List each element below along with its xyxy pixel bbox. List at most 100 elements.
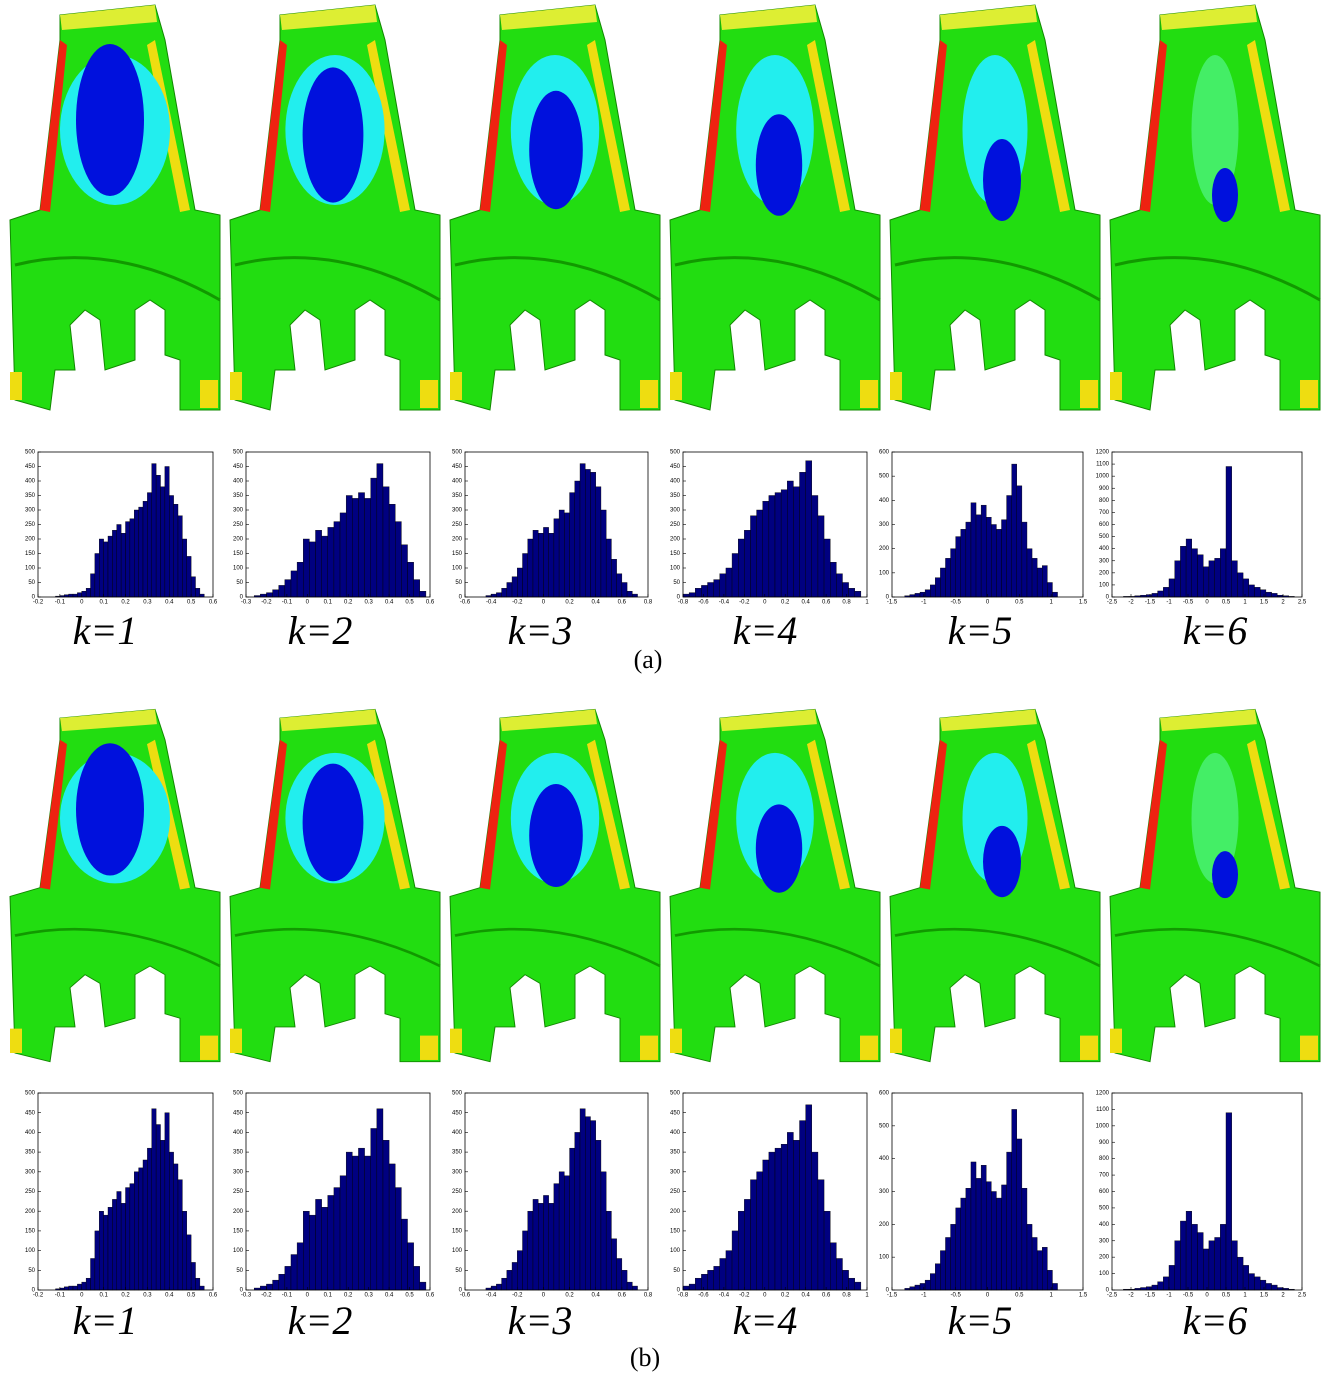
bar (64, 1286, 69, 1291)
plot-frame (37, 1092, 214, 1291)
bar (605, 538, 612, 598)
x-tick-label: 0.1 (99, 1293, 108, 1299)
y-tick-label: 500 (233, 450, 244, 456)
bar (543, 1195, 549, 1291)
bar (914, 1284, 921, 1291)
bar (538, 533, 544, 598)
y-tick-label: 100 (233, 1248, 244, 1254)
bar (155, 1124, 161, 1291)
y-tick-label: 400 (879, 498, 890, 504)
x-tick-label: 0.3 (143, 1293, 152, 1299)
y-tick-label: 250 (670, 1189, 681, 1195)
bar (107, 535, 113, 598)
bar (1214, 558, 1221, 598)
x-tick-label: 0 (986, 600, 990, 606)
x-tick-label: -2 (1128, 1293, 1134, 1299)
x-tick-label: 1 (1243, 1293, 1247, 1299)
y-tick-label: 100 (1099, 1271, 1110, 1277)
bar (1185, 538, 1192, 598)
plot-frame (1111, 1092, 1303, 1291)
bar (579, 463, 586, 598)
y-tick-label: 100 (25, 566, 36, 572)
bar (1214, 1237, 1221, 1291)
bar (793, 486, 800, 598)
y-tick-label: 450 (25, 1110, 36, 1116)
bar (345, 1151, 353, 1291)
render-edge (40, 40, 67, 212)
bar (585, 1116, 591, 1291)
bar (376, 463, 384, 598)
bar (1191, 548, 1198, 598)
bar (688, 592, 696, 598)
y-tick-label: 900 (1099, 1140, 1110, 1146)
bar (364, 498, 371, 598)
y-tick-label: 50 (673, 1268, 680, 1274)
render-corner (420, 380, 438, 408)
x-tick-label: 0 (1205, 600, 1209, 606)
bar (1254, 587, 1261, 598)
bar (1011, 463, 1017, 598)
x-tick-label: 1 (865, 1293, 869, 1299)
bar (1151, 1284, 1158, 1291)
bar (805, 1104, 813, 1291)
y-tick-label: 1000 (1096, 1123, 1110, 1129)
bar (284, 579, 292, 598)
bar (90, 573, 96, 598)
render-blue (1212, 168, 1238, 222)
plot-frame (1111, 451, 1303, 598)
y-tick-label: 50 (455, 1268, 462, 1274)
x-tick-label: -0.4 (486, 600, 497, 606)
bar (854, 591, 862, 598)
x-tick-label: -1 (1166, 1293, 1172, 1299)
render-blue (302, 763, 364, 882)
bar (564, 1175, 570, 1291)
y-tick-label: 300 (233, 1169, 244, 1175)
x-tick-label: 0.6 (209, 1293, 218, 1299)
bar (303, 538, 310, 598)
bar (522, 1230, 528, 1291)
bar (164, 1112, 170, 1291)
render (889, 4, 1101, 411)
render-blue (983, 139, 1021, 221)
bar (553, 1183, 560, 1291)
panel-label: (b) (630, 1343, 660, 1372)
y-tick-label: 450 (452, 464, 463, 470)
render-edge (1027, 40, 1070, 212)
bar (848, 588, 855, 598)
caption: k=2 (288, 1298, 353, 1343)
y-tick-label: 0 (886, 1288, 890, 1294)
bar (72, 1285, 78, 1291)
bar (1006, 495, 1012, 598)
bar (303, 1210, 310, 1291)
x-tick-label: 0.4 (801, 1293, 810, 1299)
bar (695, 588, 702, 598)
y-tick-label: 0 (677, 1288, 681, 1294)
x-tick-label: -0.2 (512, 600, 523, 606)
bar (1042, 1247, 1048, 1291)
bar (793, 1140, 800, 1291)
render-corner (10, 372, 22, 400)
x-tick-label: 0.3 (364, 600, 373, 606)
render-edge (260, 739, 287, 890)
render-edge (40, 739, 67, 890)
bar (611, 559, 617, 598)
bar (1031, 1237, 1038, 1291)
bar (590, 472, 596, 598)
x-tick-label: -0.8 (678, 1293, 689, 1299)
x-tick-label: 0.5 (187, 1293, 196, 1299)
bar (388, 1163, 396, 1291)
y-tick-label: 400 (1099, 546, 1110, 552)
bar (1052, 591, 1058, 598)
bar (830, 1242, 837, 1291)
bar (811, 1151, 819, 1291)
bar (1042, 565, 1048, 598)
y-tick-label: 700 (1099, 510, 1110, 516)
render-corner (1080, 380, 1098, 408)
bar (935, 1263, 941, 1291)
bar (975, 1178, 982, 1291)
bar (585, 469, 591, 598)
y-tick-label: 0 (459, 1288, 463, 1294)
bar (1001, 1184, 1007, 1291)
y-tick-label: 200 (25, 537, 36, 543)
